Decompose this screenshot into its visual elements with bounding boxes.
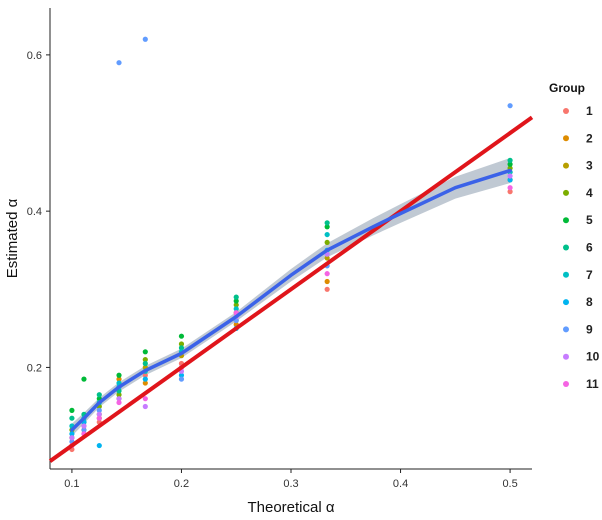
legend-key-7 [563,271,569,278]
legend-label-4: 4 [586,186,593,200]
data-point-group-9 [142,36,148,42]
data-point-group-2 [142,380,148,386]
x-ticks: 0.1 0.2 0.3 0.4 0.5 [64,469,518,490]
data-point-group-3 [324,255,330,261]
data-point-group-9 [116,60,122,66]
data-point-group-1 [507,189,513,195]
data-point-group-9 [96,407,102,413]
legend-key-6 [563,244,569,251]
axes: 0.1 0.2 0.3 0.4 0.5 0.2 0.4 0.6 [27,8,532,490]
legend-key-9 [563,326,569,333]
data-point-group-8 [69,431,75,437]
data-point-group-5 [81,376,87,382]
x-tick-label: 0.2 [174,478,189,490]
legend: Group 1 2 3 4 5 6 7 8 9 10 11 [549,81,600,391]
x-tick-label: 0.5 [502,478,517,490]
data-point-group-9 [507,103,513,109]
x-tick-label: 0.4 [393,478,408,490]
legend-label-8: 8 [586,295,593,309]
data-point-group-5 [69,407,75,413]
legend-key-1 [563,108,569,114]
smooth-fit-line [70,168,512,432]
data-point-group-8 [142,376,148,382]
data-point-group-2 [116,376,122,382]
data-point-group-10 [96,411,102,417]
legend-key-4 [563,189,569,196]
lines-layer [48,115,534,463]
legend-key-11 [563,381,569,387]
data-point-group-8 [507,177,513,183]
legend-key-2 [563,135,569,142]
legend-label-5: 5 [586,213,593,227]
legend-label-10: 10 [586,350,600,364]
data-point-group-11 [324,271,330,277]
y-axis-title: Estimated α [4,198,21,278]
data-point-group-9 [178,376,185,382]
data-point-group-5 [142,349,148,355]
x-tick-label: 0.1 [64,478,79,490]
data-point-group-6 [233,294,239,300]
data-point-group-11 [96,415,102,421]
data-point-group-7 [324,231,330,238]
x-tick-label: 0.3 [283,478,298,490]
legend-label-6: 6 [586,241,593,255]
data-point-group-9 [81,427,87,433]
legend-title: Group [549,81,585,95]
confidence-band-layer [71,158,511,437]
data-point-group-7 [233,306,239,312]
data-point-group-4 [116,392,122,398]
data-point-group-5 [116,372,122,378]
data-point-group-6 [507,157,513,163]
data-point-group-5 [233,298,239,304]
x-axis-title: Theoretical α [247,499,334,516]
data-point-group-11 [507,185,513,191]
legend-label-3: 3 [586,159,593,173]
data-point-group-5 [324,224,330,230]
data-point-group-6 [142,360,148,367]
data-point-group-1 [142,372,148,378]
legend-label-7: 7 [586,268,593,282]
data-point-group-10 [142,403,148,410]
data-point-group-11 [116,399,122,406]
y-tick-label: 0.2 [27,362,42,374]
data-point-group-10 [81,423,87,429]
data-point-group-8 [178,372,185,378]
identity-line [48,115,534,463]
legend-key-3 [563,162,569,169]
legend-label-1: 1 [586,104,593,118]
data-point-group-4 [233,302,239,308]
data-point-group-4 [142,357,148,363]
data-point-group-10 [116,396,122,402]
legend-key-10 [563,353,569,360]
data-point-group-6 [324,220,330,226]
legend-label-2: 2 [586,131,593,145]
points-layer [69,36,513,453]
y-tick-label: 0.4 [27,206,42,218]
legend-label-9: 9 [586,322,593,336]
data-point-group-2 [324,278,330,285]
data-point-group-11 [142,396,148,402]
legend-key-8 [563,299,569,306]
data-point-group-5 [507,161,513,167]
y-ticks: 0.2 0.4 0.6 [27,50,50,374]
data-point-group-6 [69,415,75,421]
y-tick-label: 0.6 [27,50,42,62]
data-point-group-4 [324,239,330,246]
legend-items: 1 2 3 4 5 6 7 8 9 10 11 [563,104,600,391]
confidence-band [71,158,511,437]
legend-label-11: 11 [586,377,599,391]
legend-key-5 [563,217,569,224]
data-point-group-10 [69,435,75,441]
data-point-group-1 [324,286,330,292]
data-point-group-4 [178,341,185,347]
data-point-group-5 [178,333,185,339]
data-point-group-8 [96,442,102,449]
data-point-group-6 [96,392,102,398]
data-point-group-10 [507,173,513,179]
data-point-group-6 [178,345,185,351]
